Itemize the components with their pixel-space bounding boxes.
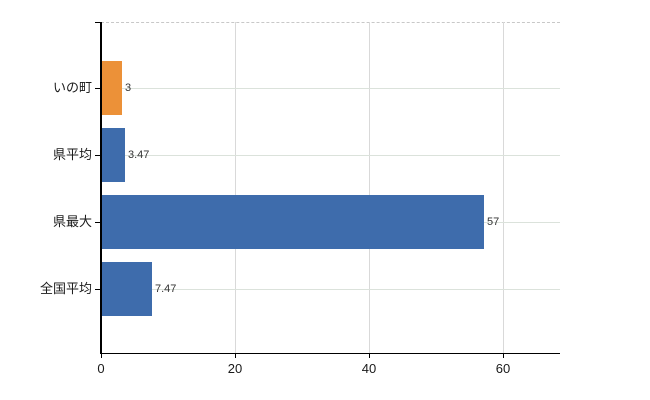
category-label: 県最大 <box>52 214 92 229</box>
y-axis-tick <box>95 155 100 156</box>
bar-value-label: 57 <box>487 216 500 228</box>
y-axis-tick <box>95 222 100 223</box>
category-label: 全国平均 <box>39 281 92 296</box>
x-axis-tick <box>369 353 370 358</box>
x-axis-line <box>100 353 560 354</box>
category-label: いの町 <box>52 80 92 95</box>
vertical-gridline <box>235 22 236 353</box>
x-tick-label: 60 <box>495 361 511 376</box>
x-axis-tick <box>101 353 102 358</box>
vertical-gridline <box>503 22 504 353</box>
bar-value-label: 3.47 <box>128 149 150 161</box>
horizontal-gridline <box>102 88 560 89</box>
bar-value-label: 3 <box>125 82 132 94</box>
horizontal-gridline <box>102 289 560 290</box>
bar-value-label: 7.47 <box>155 283 177 295</box>
horizontal-gridline <box>102 155 560 156</box>
bar <box>102 128 125 182</box>
bar <box>102 61 122 115</box>
x-tick-label: 40 <box>361 361 377 376</box>
bar <box>102 262 152 316</box>
category-label: 県平均 <box>52 147 92 162</box>
x-axis-tick <box>235 353 236 358</box>
y-axis-tick <box>95 88 100 89</box>
y-axis-line <box>100 22 102 354</box>
vertical-gridline <box>369 22 370 353</box>
x-tick-label: 0 <box>97 361 105 376</box>
bar <box>102 195 484 249</box>
x-tick-label: 20 <box>227 361 243 376</box>
x-axis-tick <box>503 353 504 358</box>
y-axis-end-tick <box>95 22 100 23</box>
y-axis-tick <box>95 289 100 290</box>
plot-top-border <box>101 22 560 23</box>
